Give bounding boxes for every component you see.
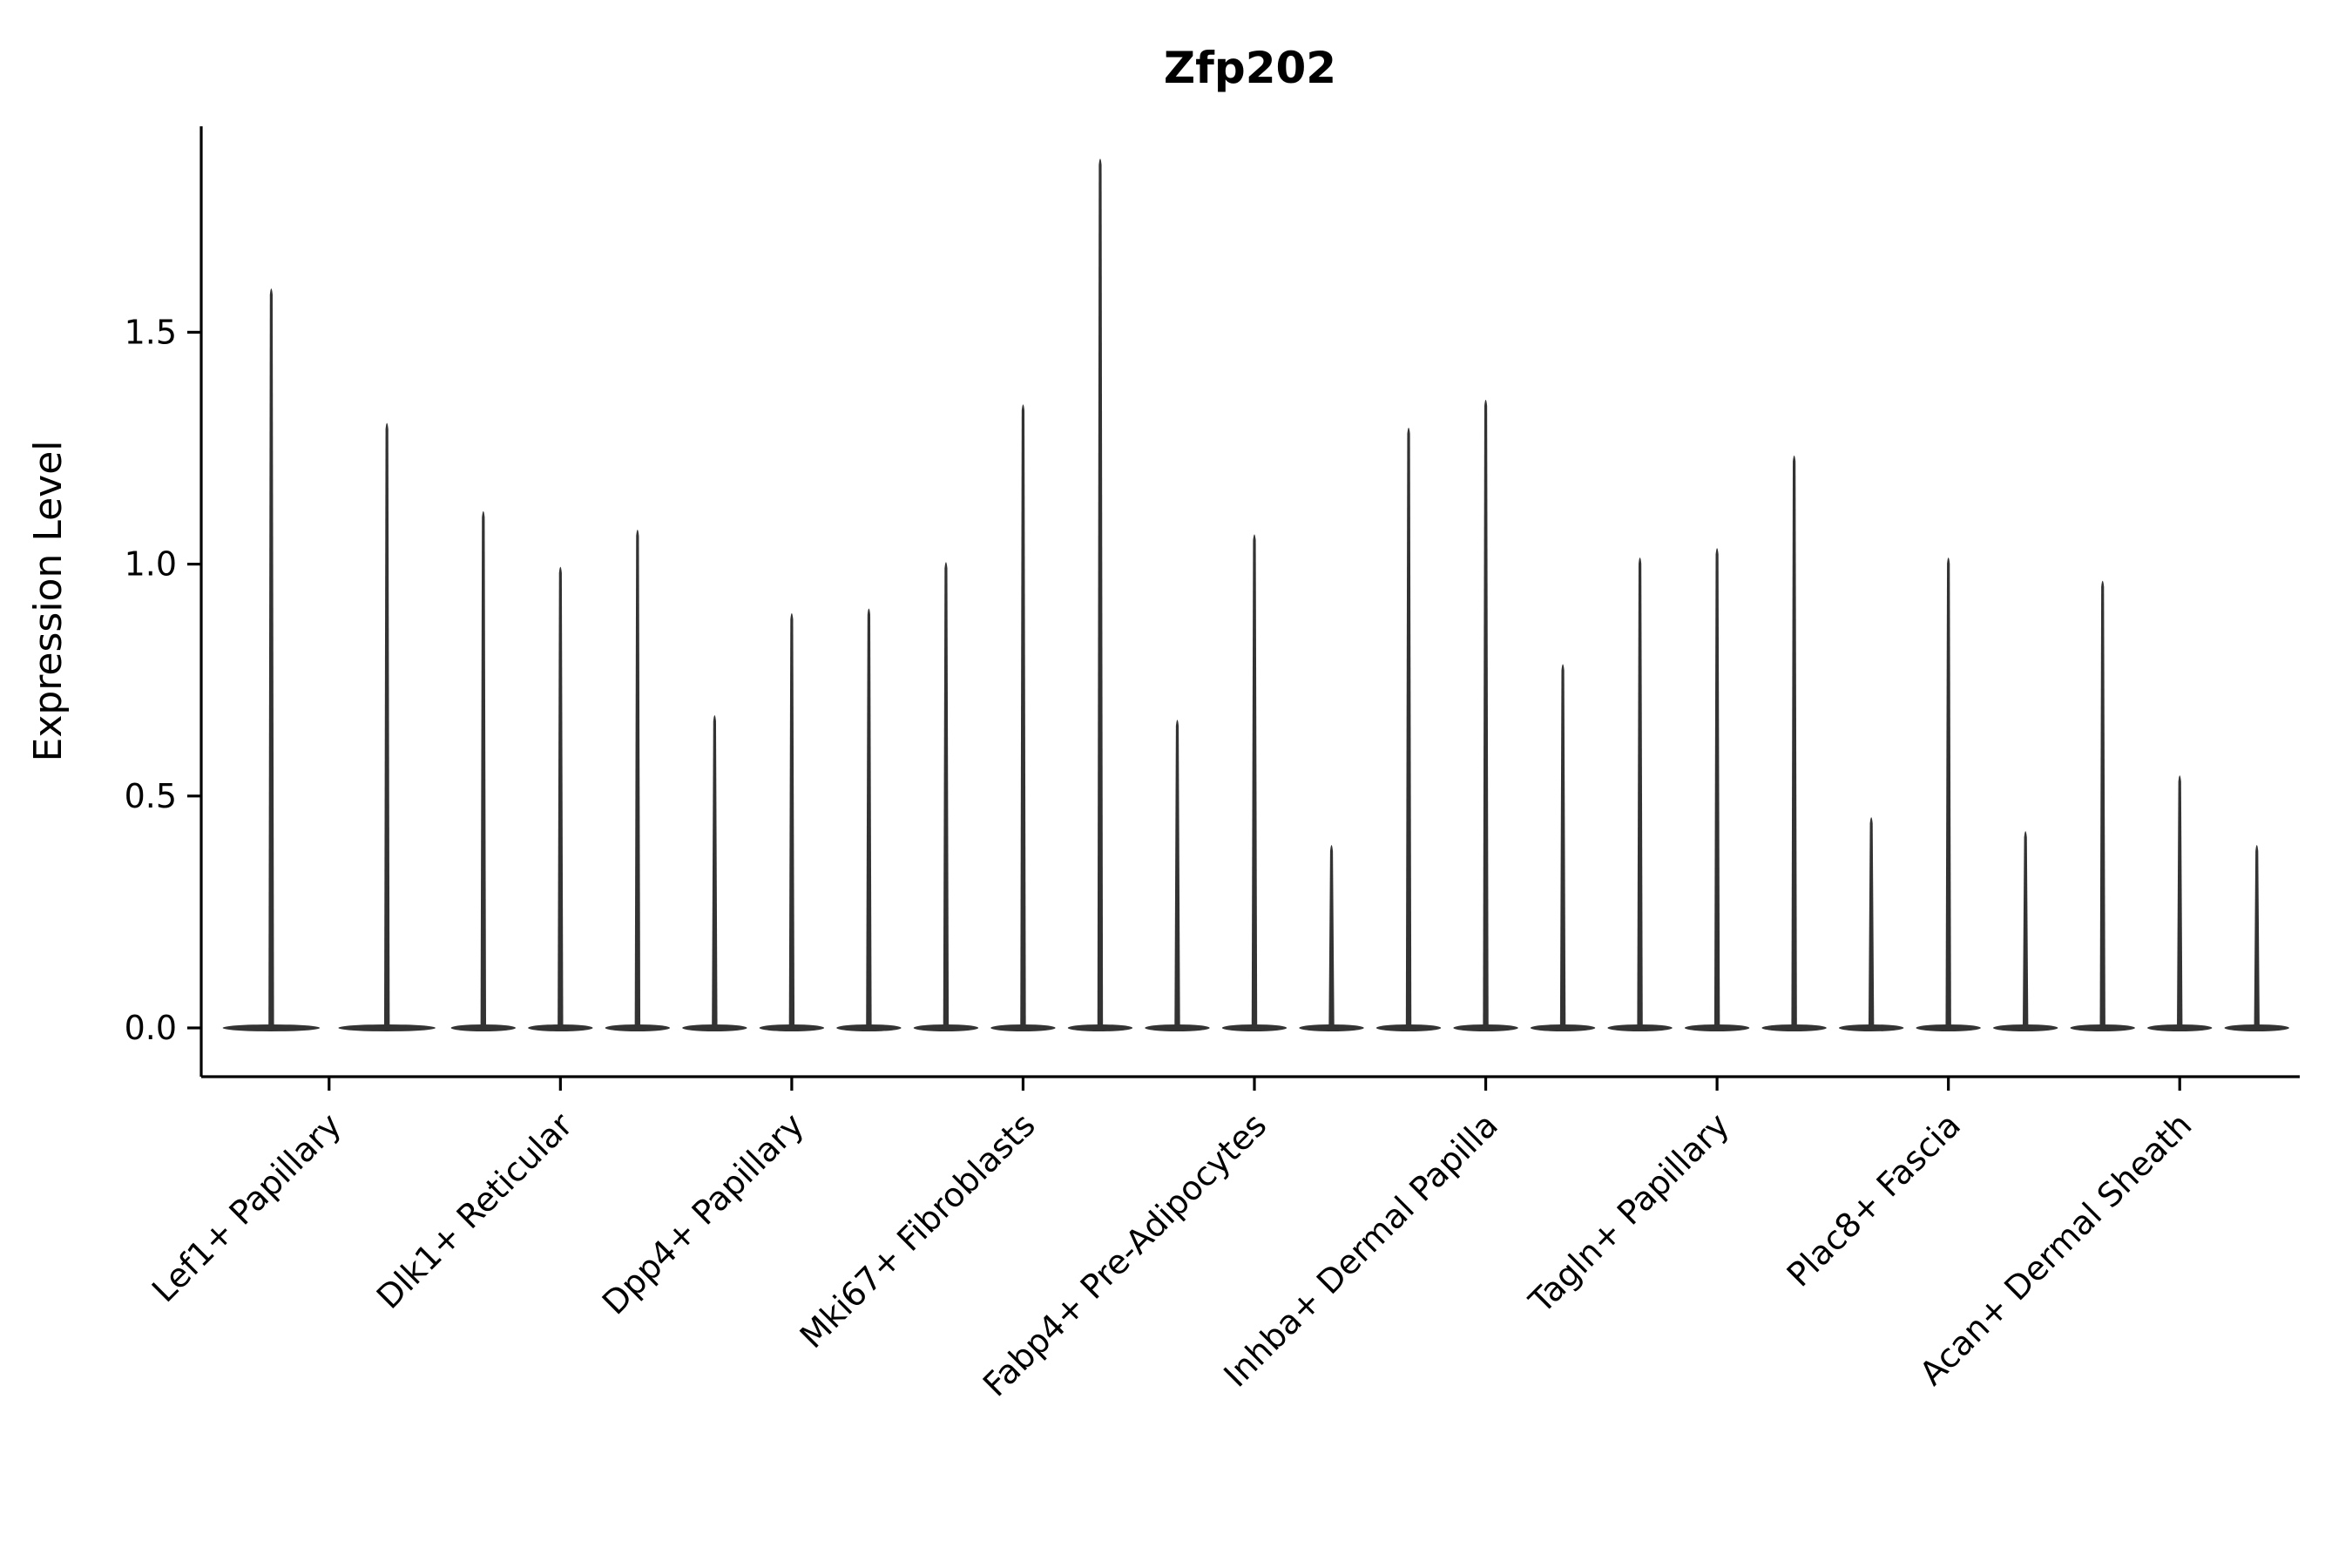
violin-spike (1791, 455, 1797, 1028)
x-tick-label: Inhba+ Dermal Papilla (1216, 1105, 1505, 1395)
violin-spike (1713, 548, 1720, 1028)
y-tick-label: 1.5 (125, 313, 177, 351)
violin-spike (634, 530, 641, 1028)
violin-spike (1405, 427, 1412, 1028)
violin-spike (1174, 720, 1180, 1028)
violin-spike (1251, 534, 1258, 1028)
x-tick-label: Acan+ Dermal Sheath (1912, 1105, 2199, 1392)
violin-spike (1328, 845, 1335, 1028)
violin-spike (866, 608, 872, 1028)
violin-spike (268, 288, 274, 1028)
violin-spike (712, 714, 718, 1028)
x-tick-label: Tagln+ Papillary (1521, 1105, 1736, 1321)
violin-spike (2022, 831, 2029, 1028)
violin-spike (943, 562, 950, 1028)
violin-spike (1559, 664, 1566, 1028)
violin-spike (383, 422, 390, 1028)
x-tick-label: Dlk1+ Reticular (369, 1105, 580, 1316)
y-tick-label: 1.0 (125, 545, 177, 584)
violin-spike (480, 510, 487, 1028)
violin-spike (1868, 817, 1875, 1028)
violin-spike (1945, 557, 1951, 1028)
violin-spike (1020, 404, 1026, 1028)
y-tick-label: 0.0 (125, 1009, 177, 1047)
plot-area: 0.0 0.5 1.0 1.5 Lef1+ Papillary Dlk1+ Reticul… (125, 126, 2300, 1404)
violin-spike (1637, 557, 1643, 1028)
violin-spike (2177, 775, 2183, 1028)
x-tick-label: Plac8+ Fascia (1780, 1105, 1968, 1294)
violin-spike (1483, 399, 1489, 1028)
violin-spike (558, 566, 564, 1028)
violin-spike (2099, 580, 2105, 1028)
violin-spike (1097, 159, 1104, 1028)
violin-spike (788, 612, 795, 1028)
violin-spike (2254, 845, 2260, 1028)
x-tick-label: Dpp4+ Papillary (595, 1105, 811, 1321)
y-axis-label: Expression Level (26, 441, 71, 762)
chart-title: Zfp202 (1164, 43, 1336, 93)
x-tick-label: Lef1+ Papillary (145, 1105, 348, 1309)
x-tick-label: Mki67+ Fibroblasts (793, 1105, 1043, 1355)
y-tick-label: 0.5 (125, 777, 177, 815)
